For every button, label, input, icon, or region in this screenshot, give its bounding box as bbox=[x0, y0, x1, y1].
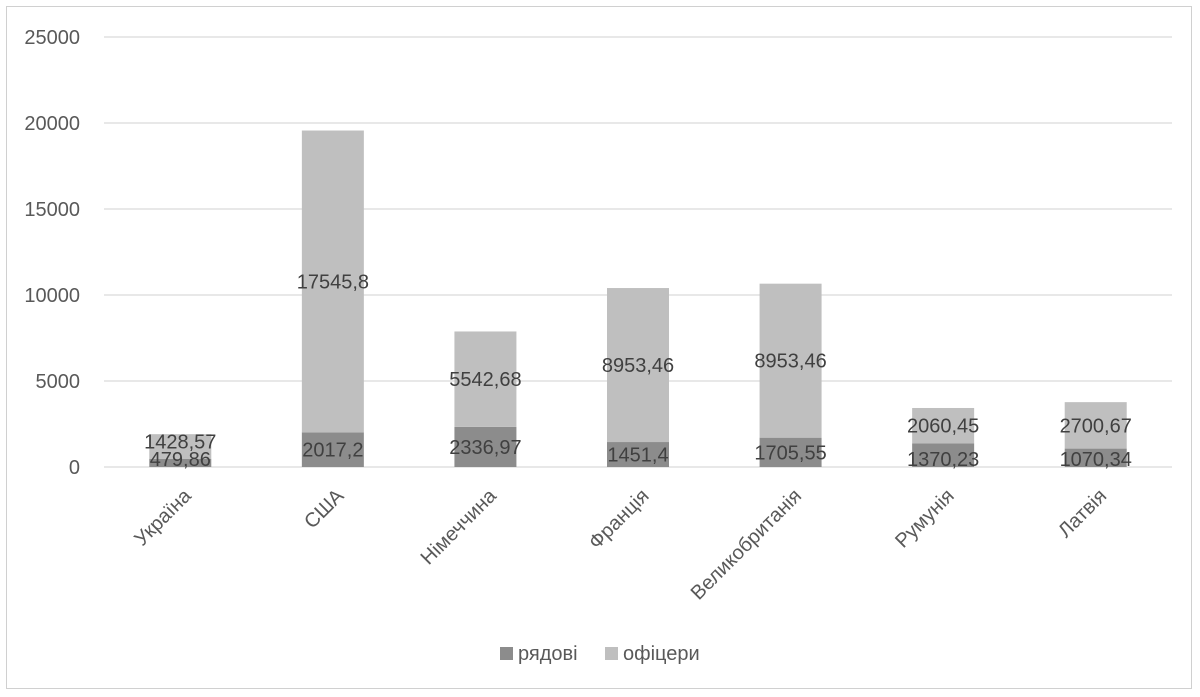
x-category-label: Латвія bbox=[1054, 485, 1111, 542]
gridlines bbox=[104, 36, 1172, 468]
bar-ryadovi bbox=[912, 443, 975, 467]
data-label: 1705,55 bbox=[754, 442, 826, 464]
legend: рядові офіцери bbox=[500, 643, 700, 665]
data-label: 1370,23 bbox=[907, 449, 979, 471]
bar-ofitsery bbox=[607, 288, 669, 443]
data-label: 5542,68 bbox=[449, 369, 521, 391]
y-tick-label: 10000 bbox=[24, 285, 80, 307]
x-axis-category-labels: Україна США Німеччина Франція Великобританія… bbox=[130, 484, 1111, 604]
x-category-label: Румунія bbox=[891, 485, 958, 552]
x-category-label: Україна bbox=[130, 484, 196, 550]
bar-ofitsery bbox=[759, 283, 822, 438]
data-label: 2017,2 bbox=[302, 440, 363, 462]
bar-ryadovi bbox=[759, 437, 822, 467]
legend-swatch bbox=[605, 647, 618, 660]
data-label: 8953,46 bbox=[602, 355, 674, 377]
legend-label: офіцери bbox=[623, 643, 700, 665]
x-category-label: США bbox=[300, 485, 349, 534]
bar-ryadovi bbox=[1064, 448, 1127, 467]
data-label: 2336,97 bbox=[449, 437, 521, 459]
y-tick-label: 0 bbox=[69, 457, 80, 479]
y-tick-label: 20000 bbox=[24, 113, 80, 135]
y-tick-label: 5000 bbox=[36, 371, 81, 393]
bar-ofitsery bbox=[912, 407, 975, 444]
x-category-label: Великобританія bbox=[687, 485, 806, 604]
x-category-label: Франція bbox=[585, 485, 654, 554]
legend-label: рядові bbox=[518, 643, 578, 665]
bar-ryadovi bbox=[149, 458, 212, 467]
bar-ryadovi bbox=[607, 442, 669, 467]
bar-ryadovi bbox=[301, 432, 364, 467]
bar-ofitsery bbox=[149, 434, 212, 459]
data-label: 2060,45 bbox=[907, 416, 979, 438]
bar-ofitsery bbox=[1064, 402, 1127, 449]
bar-ofitsery bbox=[454, 331, 517, 427]
y-tick-label: 25000 bbox=[24, 27, 80, 49]
chart-frame bbox=[6, 6, 1192, 689]
data-label: 1070,34 bbox=[1060, 449, 1132, 471]
data-label: 8953,46 bbox=[754, 351, 826, 373]
data-label: 17545,8 bbox=[297, 271, 369, 293]
bars bbox=[149, 130, 1127, 467]
x-category-label: Німеччина bbox=[417, 484, 502, 569]
bar-ofitsery bbox=[301, 130, 364, 433]
data-label: 1428,57 bbox=[144, 432, 216, 454]
data-label: 1451,4 bbox=[607, 445, 668, 467]
data-label: 479,86 bbox=[150, 449, 211, 471]
y-axis-tick-labels: 0 5000 10000 15000 20000 25000 bbox=[24, 27, 80, 479]
legend-swatch bbox=[500, 647, 513, 660]
data-label: 2700,67 bbox=[1060, 415, 1132, 437]
y-tick-label: 15000 bbox=[24, 199, 80, 221]
bar-ryadovi bbox=[454, 426, 517, 467]
